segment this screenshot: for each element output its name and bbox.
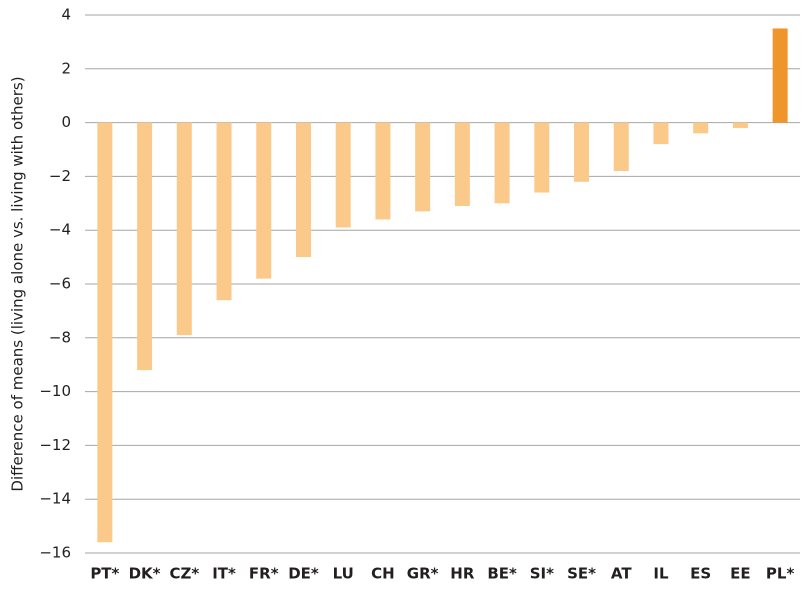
x-tick-label: LU [333, 565, 354, 583]
bar [494, 122, 510, 204]
x-tick-label: CZ* [169, 565, 199, 583]
x-tick-label: PT* [90, 565, 119, 583]
bar [732, 122, 748, 128]
bar [613, 122, 629, 172]
bar [415, 122, 431, 212]
bar [256, 122, 272, 279]
bar [295, 122, 311, 258]
bar [534, 122, 550, 193]
x-tick-label: DE* [288, 565, 319, 583]
bar [574, 122, 590, 182]
bar [335, 122, 351, 228]
y-tick-label: −4 [49, 221, 71, 239]
x-tick-label: GR* [407, 565, 439, 583]
bar [454, 122, 470, 206]
bar [216, 122, 232, 301]
y-tick-label: −10 [39, 382, 71, 400]
x-tick-label: AT [611, 565, 632, 583]
y-tick-label: 2 [61, 59, 71, 77]
bar [693, 122, 709, 134]
bar [97, 122, 113, 543]
x-tick-label: CH [371, 565, 395, 583]
x-tick-label: ES [690, 565, 711, 583]
bar [176, 122, 192, 336]
x-tick-label: FR* [249, 565, 279, 583]
x-tick-label: IL [653, 565, 669, 583]
y-tick-label: −8 [49, 328, 71, 346]
x-tick-label: EE [730, 565, 751, 583]
x-tick-label: HR [450, 565, 475, 583]
bar [375, 122, 391, 220]
y-tick-label: −16 [39, 544, 71, 562]
x-tick-label: DK* [129, 565, 161, 583]
x-tick-label: PL* [766, 565, 795, 583]
x-tick-label: SI* [530, 565, 554, 583]
y-tick-label: −12 [39, 436, 71, 454]
bar [137, 122, 153, 371]
x-tick-label: IT* [212, 565, 236, 583]
y-tick-label: 0 [61, 113, 71, 131]
y-tick-label: −2 [49, 167, 71, 185]
y-tick-label: 4 [61, 6, 71, 24]
y-tick-label: −14 [39, 490, 71, 508]
y-tick-label: −6 [49, 275, 71, 293]
bar [772, 28, 788, 123]
y-axis-label: Difference of means (living alone vs. li… [9, 76, 27, 491]
x-tick-label: BE* [487, 565, 517, 583]
bar [653, 122, 669, 145]
x-tick-label: SE* [567, 565, 596, 583]
